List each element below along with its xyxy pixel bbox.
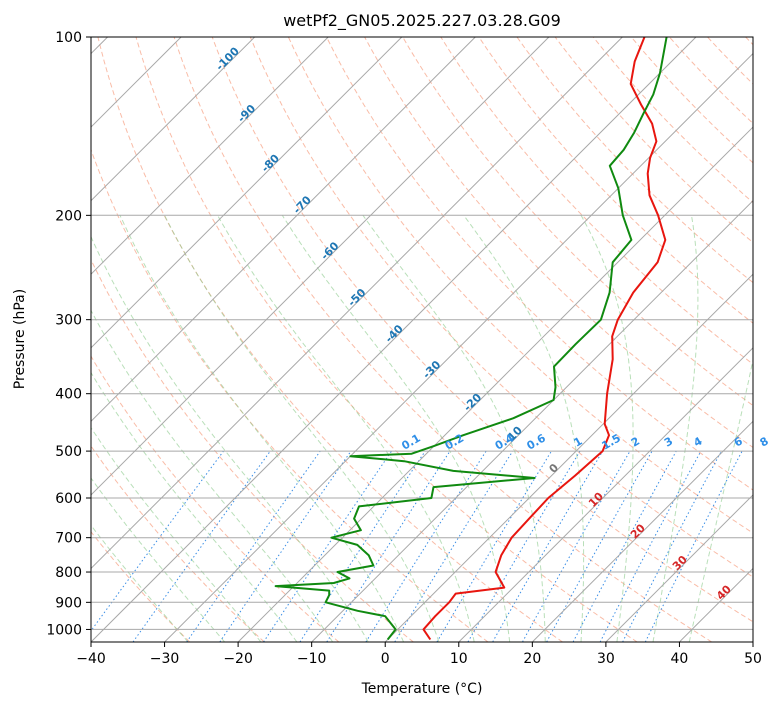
mixing-ratio-line	[219, 450, 352, 642]
x-tick-label: −20	[223, 651, 253, 667]
isotherm	[311, 199, 753, 642]
mixing-ratio-line	[394, 450, 514, 642]
plot-frame	[90, 36, 754, 643]
y-tick-label: 300	[55, 313, 82, 329]
mixing-ratio-line	[299, 450, 426, 642]
dry-adiabat	[326, 37, 753, 491]
y-tick-label: 100	[55, 30, 82, 46]
mixing-ratio-line	[263, 450, 392, 642]
isotherm	[237, 126, 753, 642]
isotherm	[605, 494, 753, 642]
mixing-ratio-line	[644, 450, 743, 642]
mixing-ratio-line	[546, 450, 653, 642]
y-tick-label: 200	[55, 208, 82, 224]
x-tick-label: 30	[597, 651, 615, 667]
dry-adiabat	[173, 37, 713, 642]
dewpoint-line	[274, 37, 668, 641]
moist-adiabat	[91, 524, 189, 642]
isotherm	[164, 52, 753, 642]
moist-adiabat	[164, 215, 440, 642]
dry-adiabat	[135, 37, 638, 642]
mixing-ratio-line	[132, 450, 271, 642]
moist-adiabat	[652, 215, 699, 642]
x-tick-label: −40	[76, 651, 106, 667]
x-tick-label: 20	[523, 651, 541, 667]
y-tick-label: 500	[55, 444, 82, 460]
temperature-line	[422, 37, 667, 641]
x-tick-label: 10	[450, 651, 468, 667]
dry-adiabat	[402, 37, 753, 407]
moist-adiabat	[119, 215, 405, 642]
mixing-ratio-line	[326, 450, 451, 642]
moist-adiabat	[91, 477, 225, 642]
x-tick-label: 40	[671, 651, 689, 667]
x-tick-label: −30	[150, 651, 180, 667]
moist-adiabat	[688, 357, 753, 642]
y-axis-label: Pressure (hPa)	[12, 289, 28, 389]
y-tick-label: 700	[55, 531, 82, 547]
dry-adiabat	[249, 37, 753, 578]
isotherm	[384, 273, 753, 642]
isotherm	[91, 37, 476, 423]
mixing-ratio-line	[522, 450, 631, 642]
y-tick-label: 400	[55, 387, 82, 403]
y-tick-label: 1000	[46, 622, 82, 638]
chart-title: wetPf2_GN05.2025.227.03.28.G09	[283, 11, 561, 31]
x-tick-label: −10	[297, 651, 327, 667]
moist-adiabat	[281, 215, 511, 642]
dry-adiabat	[516, 37, 753, 284]
dry-adiabat	[91, 355, 340, 642]
x-tick-label: 50	[744, 651, 762, 667]
isotherm	[458, 347, 753, 642]
background-lines	[91, 37, 753, 642]
x-tick-label: 0	[381, 651, 390, 667]
y-tick-label: 800	[55, 565, 82, 581]
x-axis-label: Temperature (°C)	[361, 681, 483, 697]
mixing-ratio-line	[91, 450, 224, 632]
moist-adiabat	[91, 371, 298, 642]
isotherm	[91, 37, 550, 496]
isotherm	[531, 420, 753, 642]
moist-adiabat	[362, 215, 546, 642]
isotherm	[91, 37, 403, 349]
isotherm	[91, 37, 256, 202]
isotherm	[91, 37, 623, 570]
mixing-ratio-line	[572, 450, 677, 642]
sounding-series	[274, 37, 668, 641]
isotherm	[91, 37, 697, 642]
moist-adiabat	[580, 215, 634, 642]
pressure-gridlines	[91, 37, 753, 642]
y-tick-label: 600	[55, 491, 82, 507]
moist-adiabat	[91, 235, 369, 642]
dry-adiabat	[91, 148, 489, 642]
dry-adiabat	[478, 37, 753, 324]
dry-adiabat	[91, 445, 265, 642]
y-tick-label: 900	[55, 595, 82, 611]
dry-adiabat	[91, 531, 191, 642]
moist-adiabat	[91, 426, 262, 642]
isotherm	[91, 37, 329, 275]
mixing-ratio-line	[186, 450, 321, 642]
moist-adiabat	[217, 215, 475, 642]
axes: −40 −30 −20 −10 0 10 20 30 40 50 100 200 300 400 500 60…	[46, 30, 762, 667]
